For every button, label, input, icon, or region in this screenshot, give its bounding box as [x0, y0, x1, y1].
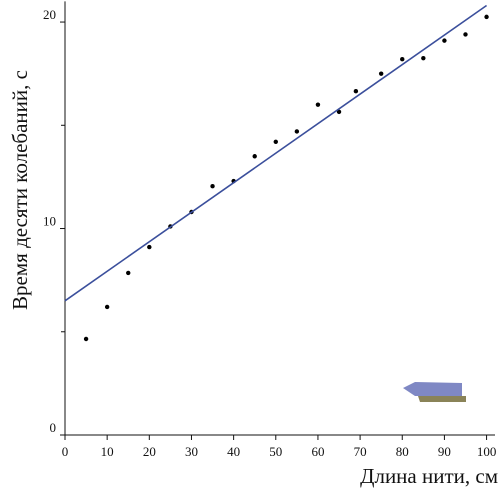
point: [147, 244, 152, 250]
y-tick-label: 10: [43, 214, 56, 229]
x-tick-label: 60: [311, 444, 324, 459]
point: [336, 109, 342, 115]
x-tick-label: 0: [62, 444, 69, 459]
x-tick-label: 20: [143, 444, 156, 459]
point: [210, 183, 215, 189]
x-tick-label: 100: [477, 444, 497, 459]
x-tick-label: 80: [396, 444, 409, 459]
x-tick-label: 40: [227, 444, 240, 459]
point: [273, 139, 278, 145]
point: [353, 89, 359, 94]
x-tick-label: 50: [269, 444, 282, 459]
point: [484, 14, 489, 20]
point: [378, 71, 384, 76]
point: [463, 32, 468, 37]
point: [83, 336, 89, 342]
x-tick-label: 10: [101, 444, 114, 459]
point: [294, 129, 300, 134]
x-axis-title: Длина нити, см: [360, 464, 498, 488]
point: [252, 154, 257, 159]
point: [126, 270, 131, 276]
point: [400, 57, 405, 62]
point: [104, 304, 110, 310]
y-tick-label: 20: [43, 7, 56, 22]
x-tick-label: 90: [438, 444, 451, 459]
x-tick-label: 70: [354, 444, 367, 459]
y-axis-title: Время десяти колебаний, с: [8, 70, 32, 310]
point: [442, 38, 447, 43]
y-tick-label: 0: [50, 420, 57, 435]
x-tick-label: 30: [185, 444, 198, 459]
point: [315, 102, 321, 107]
pencil: [403, 382, 466, 402]
fit-line: [64, 4, 488, 302]
point: [421, 55, 426, 61]
